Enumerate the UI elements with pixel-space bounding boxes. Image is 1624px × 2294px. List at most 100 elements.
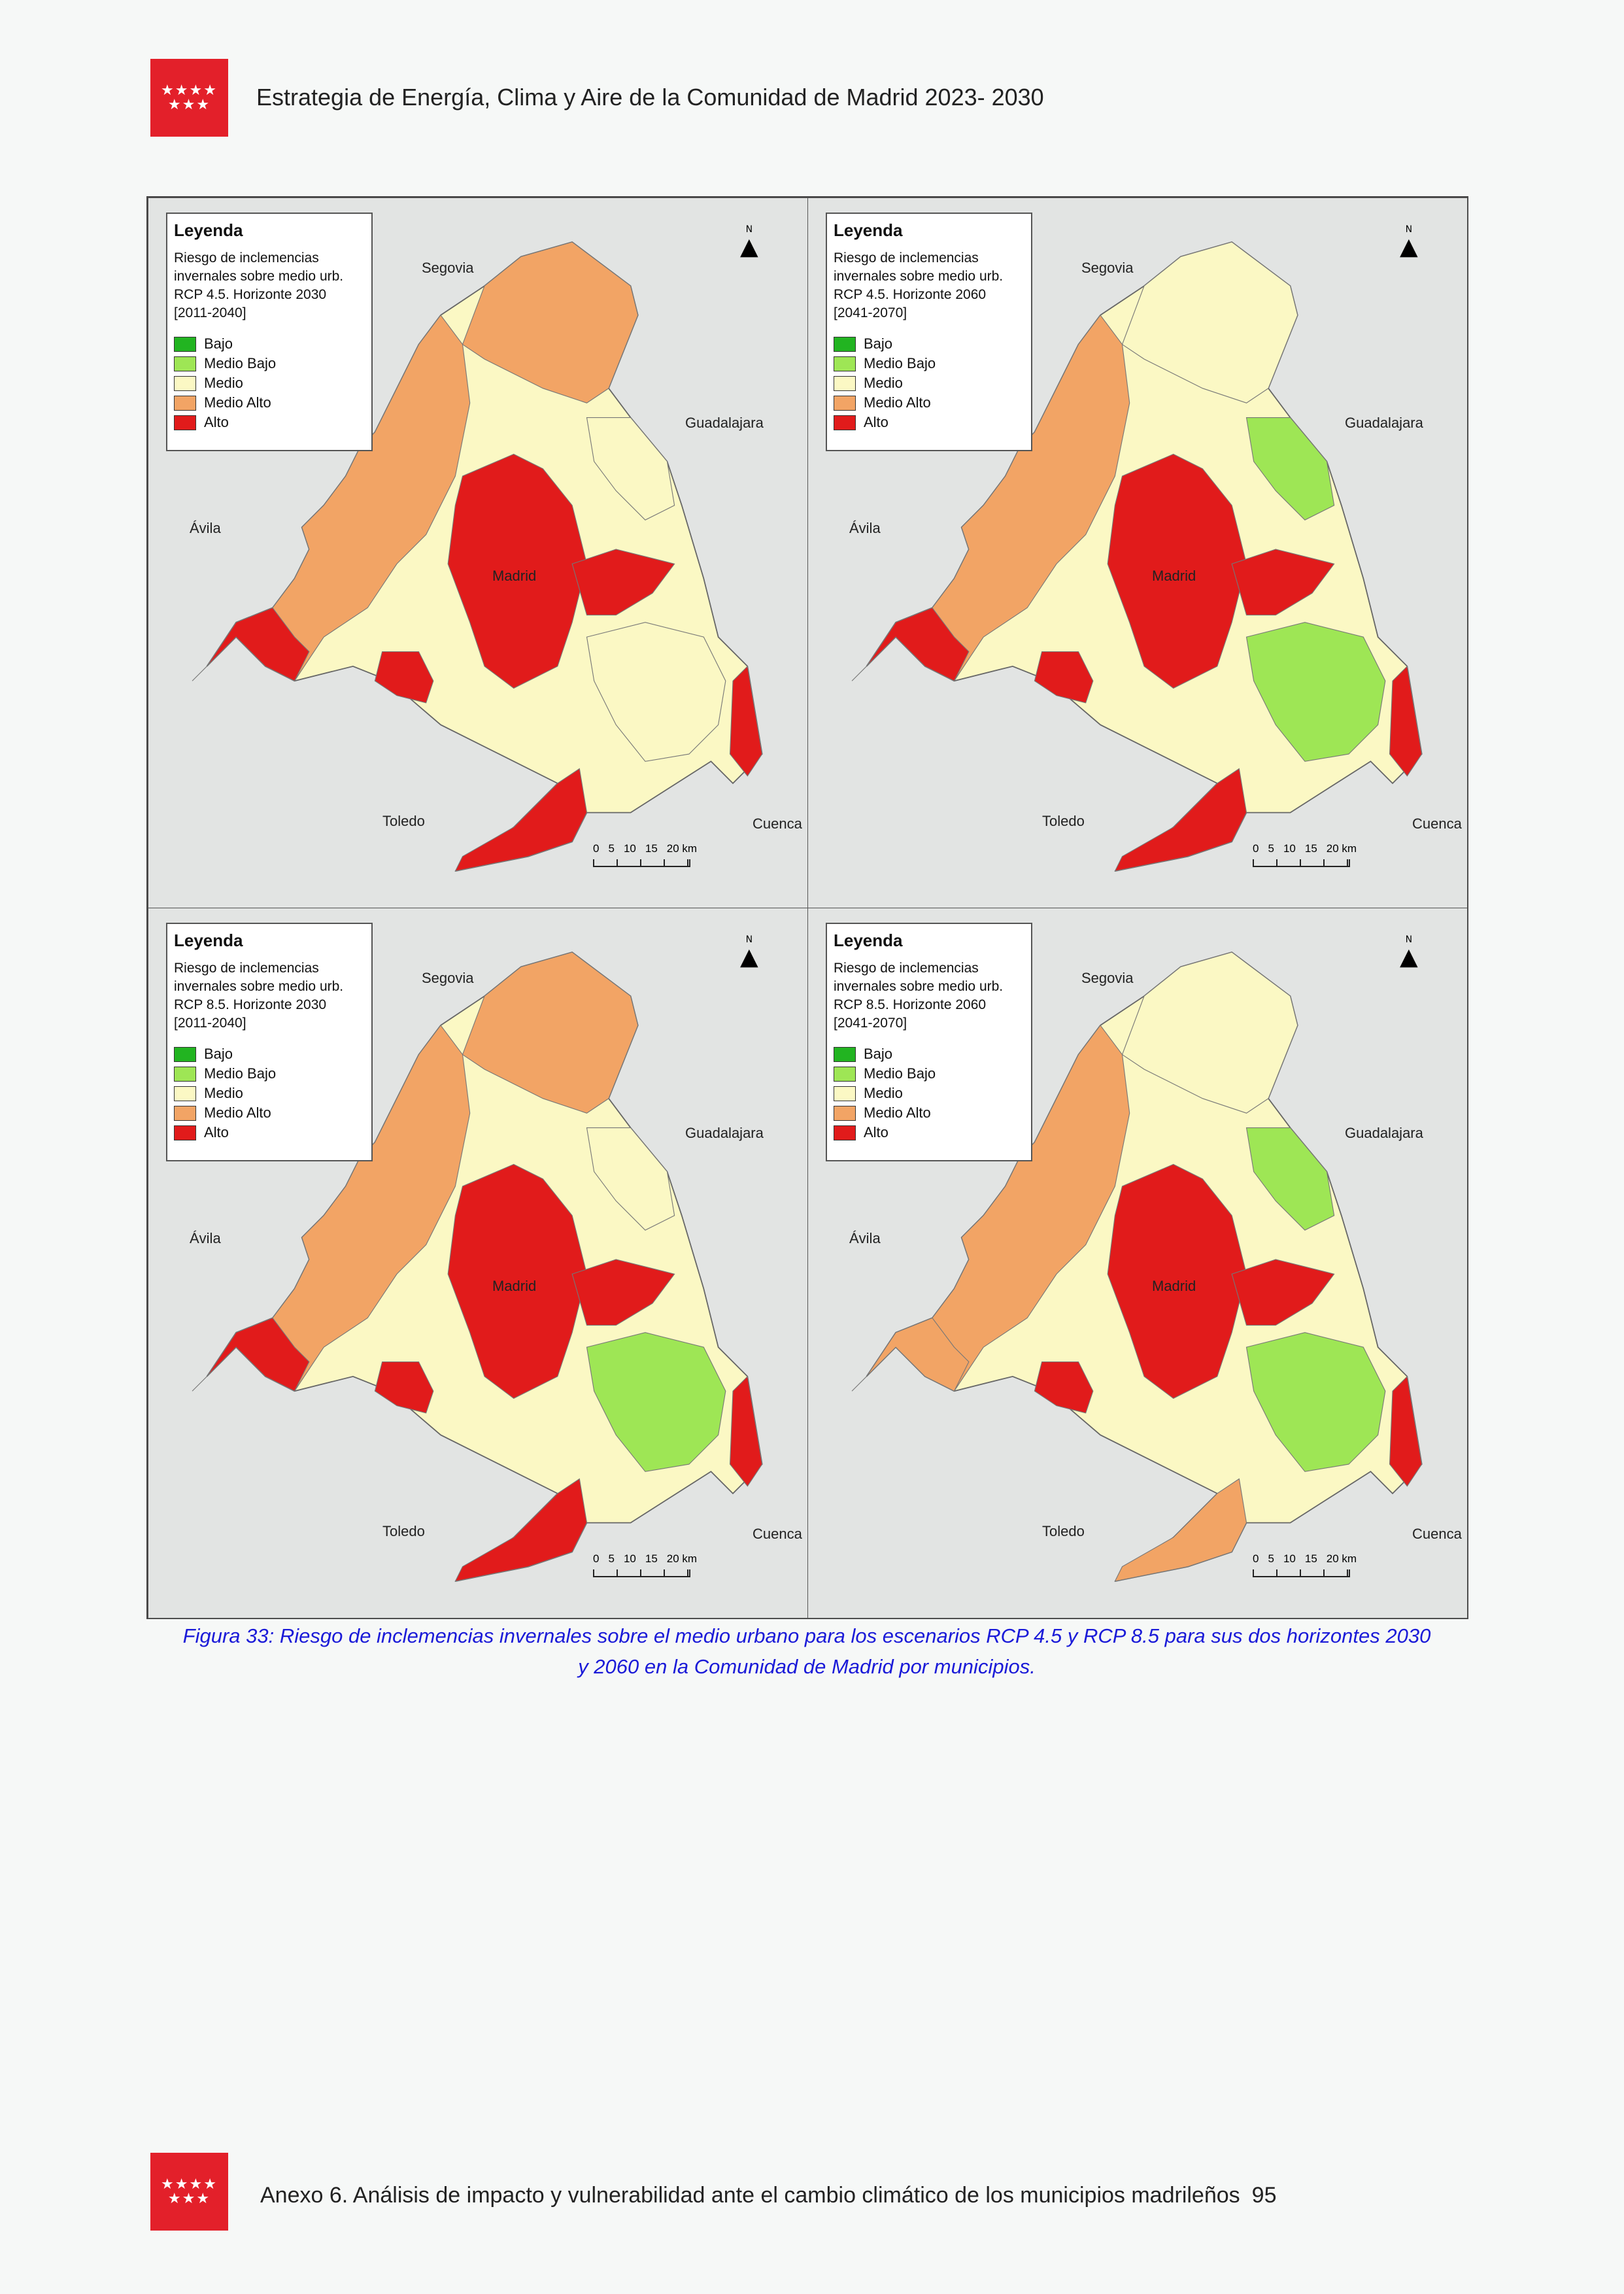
municipality-zone (1231, 1259, 1335, 1326)
scale-tick-label: 10 (1283, 842, 1296, 855)
municipality-zone (462, 241, 639, 403)
legend-title: Leyenda (174, 220, 243, 240)
scale-tick-label: 10 (623, 842, 636, 855)
legend-item: Alto (834, 1123, 1024, 1142)
map-legend: Leyenda Riesgo de inclemencias invernales … (826, 923, 1032, 1161)
municipality-zone (586, 1127, 675, 1231)
legend-title: Leyenda (834, 220, 903, 240)
legend-swatch (174, 1125, 196, 1140)
map-legend: Leyenda Riesgo de inclemencias invernales … (166, 923, 373, 1161)
place-label-cuenca: Cuenca (753, 1526, 802, 1542)
legend-swatch (174, 356, 196, 371)
place-label-toledo: Toledo (1042, 1523, 1085, 1539)
place-label-segovia: Segovia (422, 970, 474, 986)
place-label-toledo: Toledo (1042, 813, 1085, 829)
legend-label: Alto (864, 1124, 888, 1140)
scale-bar-line (593, 859, 690, 867)
municipality-zone (1107, 1163, 1247, 1399)
scale-bar: 0 5 10 15 20 km (1253, 842, 1357, 867)
legend-desc-line: Riesgo de inclemencias (834, 250, 979, 265)
municipality-zone (851, 607, 970, 681)
municipality-zone (1114, 1478, 1247, 1582)
scale-tick-label: 0 (593, 1552, 600, 1565)
legend-label: Bajo (204, 335, 233, 352)
place-label-segovia: Segovia (422, 260, 474, 276)
north-arrow: N ▲ (740, 224, 758, 260)
scale-tick-label: 20 km (666, 842, 698, 855)
scale-bar: 0 5 10 15 20 km (1253, 1552, 1357, 1577)
legend-label: Medio Alto (864, 1104, 931, 1121)
municipality-zone (454, 768, 588, 872)
legend-swatch (834, 1066, 856, 1082)
legend-title: Leyenda (174, 931, 243, 950)
legend-label: Medio Bajo (204, 1065, 277, 1082)
municipality-zone (1389, 665, 1423, 777)
legend-item: Medio Bajo (174, 354, 365, 373)
place-label-cuenca: Cuenca (753, 815, 802, 832)
legend-desc-line: Riesgo de inclemencias (174, 961, 319, 976)
scale-bar: 0 5 10 15 20 km (593, 842, 697, 867)
legend-item: Bajo (834, 1044, 1024, 1064)
legend-swatch (834, 1046, 856, 1062)
legend-item: Medio Alto (174, 1103, 365, 1123)
scale-bar-line (593, 1569, 690, 1577)
place-label-madrid: Madrid (1152, 568, 1196, 584)
legend-label: Alto (204, 414, 229, 430)
municipality-zone (571, 549, 675, 616)
legend-swatch (834, 1125, 856, 1140)
legend-desc-line: [2041-2070] (834, 1016, 907, 1031)
municipality-zone (851, 1317, 970, 1392)
legend-label: Medio Bajo (864, 1065, 936, 1082)
scale-tick-label: 0 (1253, 1552, 1259, 1565)
map-legend: Leyenda Riesgo de inclemencias invernales … (826, 213, 1032, 451)
legend-item: Medio (834, 1084, 1024, 1103)
place-label-guadalajara: Guadalajara (1345, 1125, 1423, 1141)
scale-tick-label: 10 (623, 1552, 636, 1565)
scale-tick-label: 0 (1253, 842, 1259, 855)
map-canvas (192, 241, 763, 872)
map-canvas (851, 951, 1423, 1582)
municipality-zone (729, 1375, 763, 1487)
comunidad-madrid-logo-footer: ★★★★ ★★★ (150, 2153, 228, 2231)
legend-description: Riesgo de inclemencias invernales sobre m… (834, 959, 1024, 1033)
legend-label: Medio Alto (204, 394, 271, 411)
legend-item: Bajo (174, 1044, 365, 1064)
scale-tick-label: 20 km (666, 1552, 698, 1565)
risk-map-panel: Leyenda Riesgo de inclemencias invernales … (148, 908, 808, 1618)
legend-item: Alto (834, 413, 1024, 432)
legend-label: Bajo (864, 1046, 893, 1062)
legend-label: Alto (864, 414, 888, 430)
legend-label: Medio Bajo (204, 355, 277, 371)
north-label: N (745, 224, 753, 235)
legend-swatch (834, 415, 856, 430)
municipality-zone (586, 1332, 726, 1472)
figure-caption: Figura 33: Riesgo de inclemencias invern… (146, 1620, 1467, 1682)
legend-label: Medio Alto (204, 1104, 271, 1121)
legend-swatch (834, 336, 856, 352)
legend-item: Medio Bajo (834, 354, 1024, 373)
footer: Anexo 6. Análisis de impacto y vulnerabi… (260, 2183, 1276, 2208)
legend-label: Medio (204, 1085, 243, 1101)
scale-tick-label: 15 (645, 1552, 658, 1565)
legend-desc-line: [2011-2040] (174, 1016, 246, 1031)
place-label-cuenca: Cuenca (1412, 815, 1462, 832)
place-label-guadalajara: Guadalajara (685, 1125, 764, 1141)
municipality-zone (586, 417, 675, 521)
place-label-cuenca: Cuenca (1412, 1526, 1462, 1542)
legend-desc-line: RCP 8.5. Horizonte 2030 (174, 997, 327, 1012)
municipality-zone (1389, 1375, 1423, 1487)
legend-item: Medio (174, 1084, 365, 1103)
municipality-zone (1114, 768, 1247, 872)
legend-desc-line: [2041-2070] (834, 305, 907, 320)
scale-tick-label: 20 km (1326, 1552, 1357, 1565)
legend-desc-line: invernales sobre medio urb. (174, 269, 344, 284)
legend-desc-line: invernales sobre medio urb. (834, 979, 1004, 994)
scale-tick-label: 20 km (1326, 842, 1357, 855)
legend-swatch (174, 1046, 196, 1062)
municipality-zone (447, 1163, 588, 1399)
legend-item: Alto (174, 413, 365, 432)
municipality-zone (374, 1361, 434, 1414)
place-label-segovia: Segovia (1081, 260, 1134, 276)
page-number: 95 (1251, 2183, 1277, 2208)
